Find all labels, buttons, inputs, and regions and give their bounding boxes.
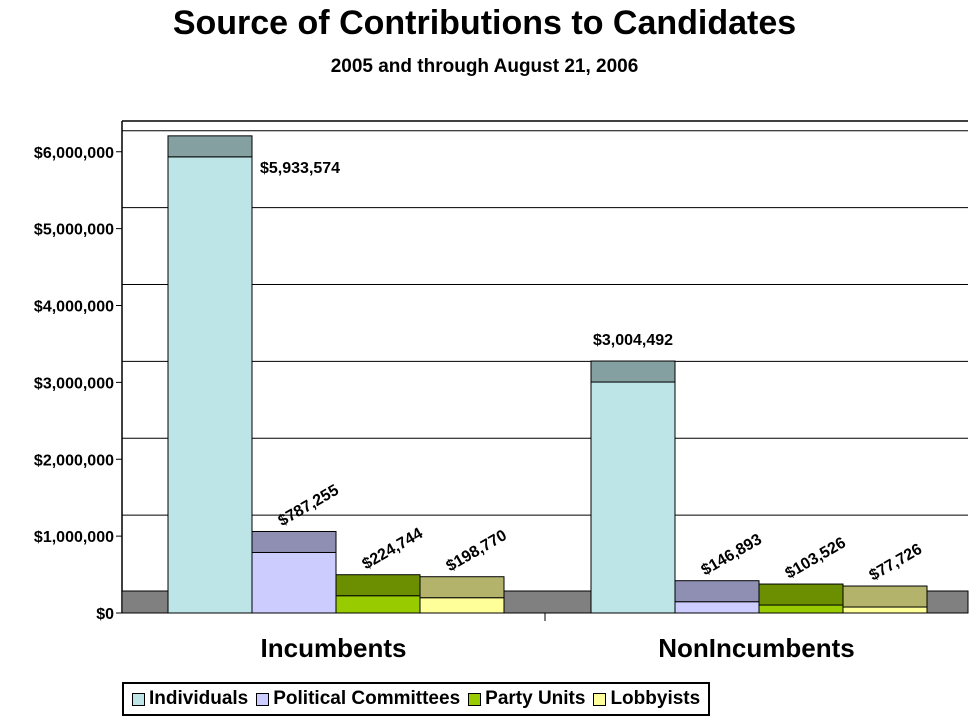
bar-party-units-incumbents [335, 595, 421, 614]
chart-legend: Individuals Political Committees Party U… [122, 682, 711, 716]
data-label: $198,770 [444, 527, 510, 575]
legend-swatch-party-units [468, 692, 482, 706]
bar-political-committees-incumbents [251, 551, 337, 614]
data-label: $224,744 [360, 525, 426, 573]
data-label: $787,255 [276, 482, 342, 530]
bar-political-committees-nonincumbents [674, 601, 760, 614]
bar-lobbyists-incumbents [419, 597, 505, 614]
bar-top-political-committees-incumbents [251, 530, 337, 553]
bar-top-lobbyists-incumbents [419, 576, 505, 599]
bar-lobbyists-nonincumbents [842, 606, 928, 614]
y-tick-label: $5,000,000 [34, 222, 114, 239]
bar-individuals-incumbents [167, 156, 253, 614]
y-tick-label: $0 [96, 606, 114, 623]
chart-subtitle: 2005 and through August 21, 2006 [330, 56, 639, 77]
legend-label-party-units: Party Units [485, 688, 586, 709]
chart-title: Source of Contributions to Candidates [172, 4, 797, 42]
legend-label-individuals: Individuals [149, 688, 249, 709]
legend-item-individuals: Individuals [132, 688, 248, 710]
data-label: $146,893 [699, 531, 765, 579]
y-tick-label: $3,000,000 [34, 375, 114, 392]
x-category-label: NonIncumbents [658, 633, 854, 663]
bar-individuals-nonincumbents [590, 381, 676, 614]
data-label: $5,933,574 [260, 160, 340, 177]
legend-swatch-political-committees [256, 692, 270, 706]
data-label: $103,526 [783, 534, 849, 582]
legend-item-political-committees: Political Committees [256, 688, 460, 710]
legend-swatch-lobbyists [593, 692, 607, 706]
bar-top-individuals-incumbents [167, 135, 253, 158]
y-tick-label: $1,000,000 [34, 529, 114, 546]
legend-item-lobbyists: Lobbyists [593, 688, 700, 710]
data-label: $77,726 [867, 541, 926, 585]
bar-top-individuals-nonincumbents [590, 360, 676, 383]
y-tick-label: $4,000,000 [34, 299, 114, 316]
legend-label-political-committees: Political Committees [273, 688, 461, 709]
bar-top-party-units-nonincumbents [758, 583, 844, 606]
y-tick-label: $6,000,000 [34, 145, 114, 162]
legend-item-party-units: Party Units [468, 688, 585, 710]
x-category-label: Incumbents [261, 633, 407, 663]
bar-top-party-units-incumbents [335, 574, 421, 597]
bar-chart: $0 $1,000,000 $2,000,000 $3,000,000 $4,000,0… [34, 120, 969, 663]
y-tick-label: $2,000,000 [34, 452, 114, 469]
bar-top-political-committees-nonincumbents [674, 580, 760, 603]
bar-top-lobbyists-nonincumbents [842, 585, 928, 608]
legend-swatch-individuals [132, 692, 145, 706]
bar-party-units-nonincumbents [758, 604, 844, 614]
legend-label-lobbyists: Lobbyists [610, 688, 701, 709]
data-label: $3,004,492 [593, 332, 673, 349]
